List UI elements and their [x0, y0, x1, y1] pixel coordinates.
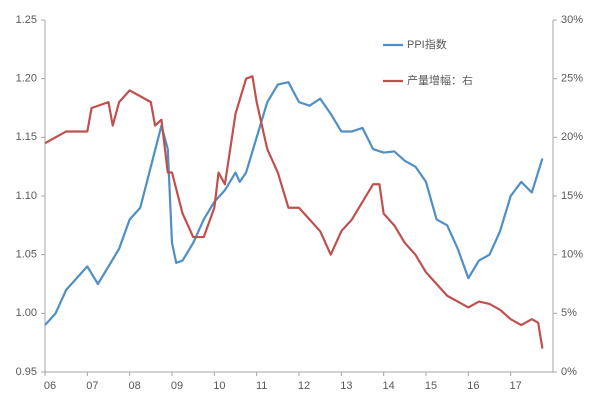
y2-tick-label: 0% [561, 366, 577, 378]
legend-label: 产量增幅：右 [407, 73, 473, 87]
y-tick-label: 1.15 [16, 131, 37, 143]
line [44, 81, 544, 326]
x-tick-label: 07 [86, 380, 98, 392]
y2-tick-label: 20% [561, 131, 583, 143]
x-tick-label: 13 [340, 380, 352, 392]
x-tick-label: 09 [171, 380, 183, 392]
legend-label: PPI指数 [407, 37, 447, 51]
line [44, 75, 544, 349]
y-tick-label: 1.05 [16, 249, 37, 261]
x-tick-label: 06 [44, 380, 56, 392]
y-tick-label: 1.00 [16, 307, 37, 319]
y2-tick-label: 10% [561, 249, 583, 261]
x-tick-label: 15 [425, 380, 437, 392]
x-tick-label: 12 [298, 380, 310, 392]
y-tick-label: 1.20 [16, 73, 37, 85]
y-tick-label: 1.25 [16, 14, 37, 26]
x-tick-label: 17 [510, 380, 522, 392]
x-tick-label: 16 [467, 380, 479, 392]
x-tick-label: 14 [383, 380, 395, 392]
y2-tick-label: 15% [561, 190, 583, 202]
y2-tick-label: 5% [561, 307, 577, 319]
y2-tick-label: 30% [561, 14, 583, 26]
y-tick-label: 1.10 [16, 190, 37, 202]
x-tick-label: 11 [256, 380, 267, 392]
x-tick-label: 10 [213, 380, 225, 392]
y-tick-label: 0.95 [16, 366, 37, 378]
y2-tick-label: 25% [561, 73, 583, 85]
x-tick-label: 08 [129, 380, 141, 392]
